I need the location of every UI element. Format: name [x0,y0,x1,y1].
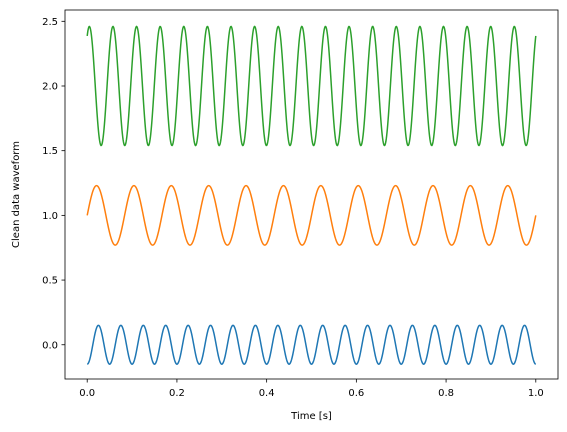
axes: 0.0 0.2 0.4 0.6 0.8 1.0 0.0 0.5 1.0 1.5 2.0 2.5 [42,9,559,399]
x-tick-label: 0.6 [348,388,364,399]
series-line-1 [86,324,537,365]
axes-frame [64,9,559,380]
y-tick-label: 2.5 [42,17,58,28]
x-tick-label: 1.0 [528,388,544,399]
series-line-3 [86,25,537,147]
plot-area [86,25,537,365]
y-tick-label: 2.0 [42,81,58,92]
x-axis-label: Time [s] [290,411,332,422]
y-tick-label: 0.5 [42,276,58,287]
y-tick-label: 1.0 [42,211,58,222]
y-tick-label: 0.0 [42,340,58,351]
y-axis-label: Clean data waveform [11,141,22,248]
y-tick-label: 1.5 [42,146,58,157]
x-tick-label: 0.2 [169,388,185,399]
series-line-2 [86,184,537,246]
x-tick-label: 0.4 [259,388,275,399]
x-tick-label: 0.0 [79,388,95,399]
x-tick-label: 0.8 [438,388,454,399]
